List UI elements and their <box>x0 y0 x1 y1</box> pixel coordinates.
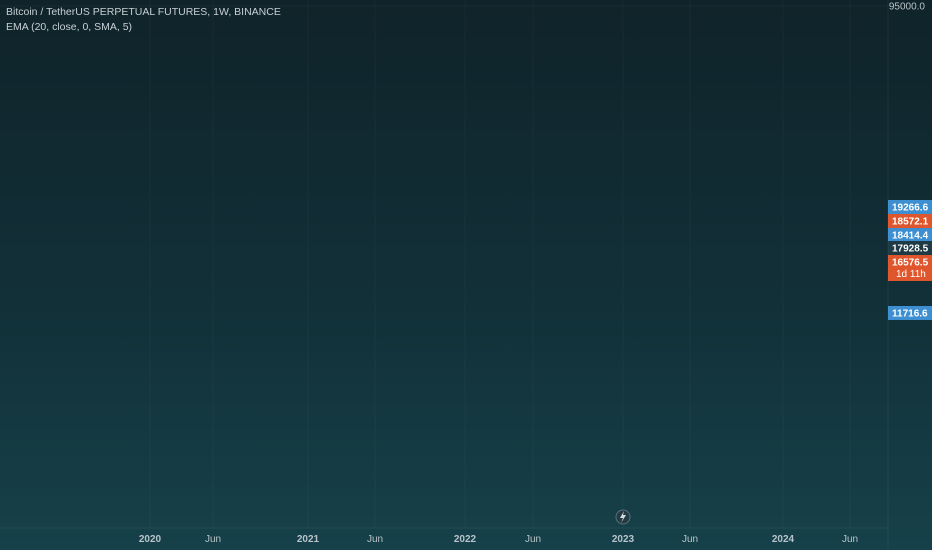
price-tag: 16576.5 <box>892 258 929 269</box>
price-tag: 17928.5 <box>892 244 929 255</box>
x-tick-label: Jun <box>205 534 221 545</box>
price-tag-bg <box>888 214 932 228</box>
x-tick-label: 2023 <box>612 534 635 545</box>
price-tag-bg <box>888 306 932 320</box>
x-tick-label: 2020 <box>139 534 162 545</box>
x-tick-label: Jun <box>525 534 541 545</box>
price-tag: 18414.4 <box>892 231 929 242</box>
price-tag: 11716.6 <box>892 309 928 320</box>
lightning-icon-glyph <box>620 511 626 523</box>
price-tag-bg <box>888 228 932 242</box>
price-tag-countdown: 1d 11h <box>896 269 926 280</box>
price-tag-bg <box>888 200 932 214</box>
price-tag-bg <box>888 255 932 281</box>
price-tag-bg <box>888 241 932 255</box>
indicator-legend[interactable]: EMA (20, close, 0, SMA, 5) <box>6 21 133 33</box>
x-tick-label: 2022 <box>454 534 477 545</box>
price-tag: 18572.1 <box>892 217 929 228</box>
y-tick-label: 95000.0 <box>889 2 926 13</box>
x-tick-label: 2021 <box>297 534 320 545</box>
x-tick-label: 2024 <box>772 534 795 545</box>
price-tag: 19266.6 <box>892 203 929 214</box>
x-tick-label: Jun <box>842 534 858 545</box>
x-tick-label: Jun <box>682 534 698 545</box>
x-tick-label: Jun <box>367 534 383 545</box>
symbol-legend[interactable]: Bitcoin / TetherUS PERPETUAL FUTURES, 1W… <box>6 6 281 18</box>
